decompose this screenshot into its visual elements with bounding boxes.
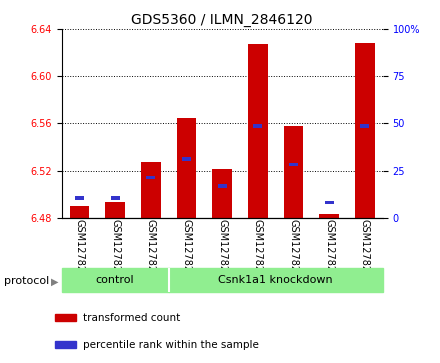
Text: protocol: protocol <box>4 276 50 286</box>
Bar <box>248 44 268 218</box>
Bar <box>169 268 383 292</box>
Bar <box>319 214 339 218</box>
Text: ▶: ▶ <box>51 276 58 286</box>
Bar <box>289 163 298 167</box>
Bar <box>55 341 76 348</box>
Bar <box>355 43 375 218</box>
Bar <box>147 176 155 179</box>
Text: control: control <box>96 275 135 285</box>
Bar <box>325 201 334 204</box>
Bar <box>62 268 169 292</box>
Text: transformed count: transformed count <box>83 313 180 323</box>
Title: GDS5360 / ILMN_2846120: GDS5360 / ILMN_2846120 <box>132 13 313 26</box>
Bar <box>105 203 125 218</box>
Bar <box>253 124 262 127</box>
Text: percentile rank within the sample: percentile rank within the sample <box>83 340 259 350</box>
Bar <box>141 162 161 218</box>
Bar <box>182 157 191 160</box>
Bar <box>70 206 89 218</box>
Text: Csnk1a1 knockdown: Csnk1a1 knockdown <box>218 275 333 285</box>
Bar <box>218 184 227 188</box>
Bar <box>75 196 84 200</box>
Bar <box>360 124 370 127</box>
Bar <box>213 170 232 218</box>
Bar <box>111 196 120 200</box>
Bar <box>55 314 76 321</box>
Bar <box>177 118 196 218</box>
Bar <box>284 126 304 218</box>
